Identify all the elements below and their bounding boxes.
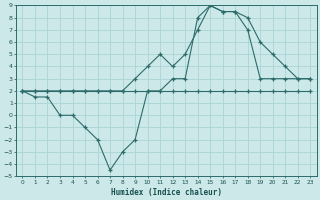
X-axis label: Humidex (Indice chaleur): Humidex (Indice chaleur) (111, 188, 222, 197)
